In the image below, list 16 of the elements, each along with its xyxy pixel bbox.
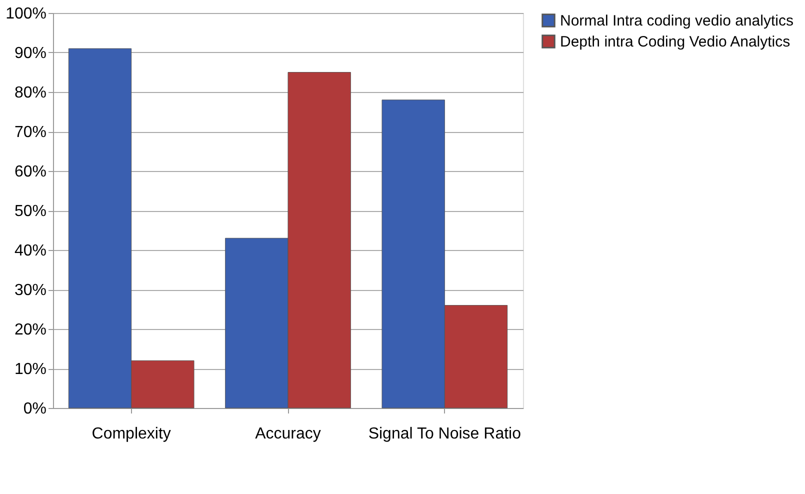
y-tick-label: 30% — [14, 282, 46, 299]
y-tick-label: 80% — [14, 84, 46, 102]
x-tick-label: Complexity — [92, 426, 171, 442]
y-tick-label: 90% — [14, 45, 46, 62]
legend-label: Normal Intra coding vedio analytics — [560, 12, 794, 30]
y-tick-label: 0% — [23, 400, 46, 418]
y-tick-label: 40% — [14, 242, 46, 260]
y-tick-label: 60% — [14, 164, 46, 180]
y-tick-label: 100% — [6, 6, 46, 22]
x-tick-label: Signal To Noise Ratio — [368, 426, 522, 442]
y-tick-label: 20% — [14, 322, 46, 338]
y-tick-label: 10% — [14, 361, 46, 378]
x-tick-label: Accuracy — [255, 426, 321, 442]
y-tick-label: 50% — [14, 203, 46, 220]
legend-label: Depth intra Coding Vedio Analytics — [560, 34, 790, 50]
y-tick-label: 70% — [14, 124, 46, 141]
